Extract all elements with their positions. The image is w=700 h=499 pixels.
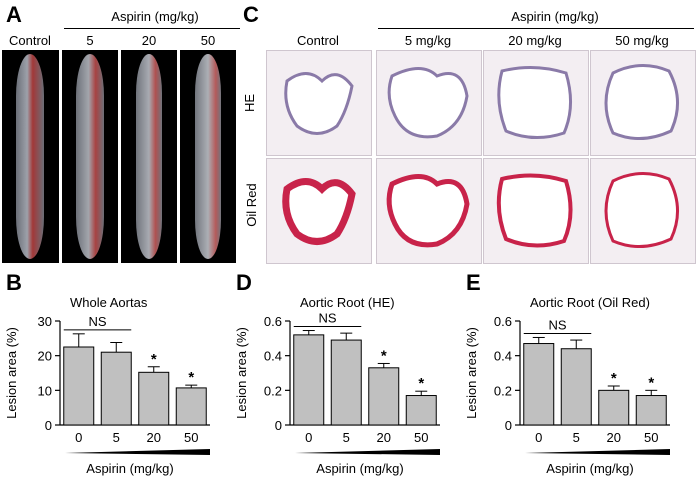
c0-x-tick-label-0: 0 [75,430,82,445]
c2-x-axis-label: Aspirin (mg/kg) [546,461,633,476]
c0-y-tick-label: 0 [45,418,52,433]
c2-chart-title: Aortic Root (Oil Red) [530,295,650,310]
c0-bar-5 [100,351,132,426]
c1-ns-label: NS [318,311,336,326]
c0-bar-0 [63,346,95,426]
c1-significance-star-50: * [418,375,424,392]
c2-significance-star-20: * [611,370,617,387]
c1-y-tick-label: 0.6 [264,314,282,329]
c1-bar-0 [293,334,325,426]
c2-y-tick-label: 0.4 [494,349,512,364]
c0-chart-title: Whole Aortas [70,295,148,310]
c0-significance-star-50: * [188,369,194,386]
c2-x-tick-label-20: 20 [607,430,621,445]
c2-x-tick-label-0: 0 [535,430,542,445]
histology-he-50 [590,50,696,156]
panel-a-header-line [64,28,240,29]
c1-x-axis-label: Aspirin (mg/kg) [316,461,403,476]
c0-y-tick-label: 10 [38,383,52,398]
c2-x-tick-label-5: 5 [573,430,580,445]
histology-oilred-20 [483,158,589,264]
panel-c-row-he: HE [242,93,257,113]
panel-letter-d: D [236,270,252,295]
panel-a-col-20: 20 [141,33,157,48]
c0-x-tick-label-5: 5 [113,430,120,445]
c1-x-tick-label-5: 5 [343,430,350,445]
c2-significance-star-50: * [648,374,654,391]
c0-dose-wedge [65,449,210,455]
panel-c-col-control: Control [297,33,339,48]
c1-bar-20 [368,367,400,426]
panel-c-col-50: 50 mg/kg [615,33,669,48]
panel-a-col-control: Control [9,33,51,48]
c1-bar-5 [330,339,362,426]
aorta-photo-20 [121,50,177,263]
c0-y-axis-label: Lesion area (%) [4,327,19,419]
c1-x-tick-label-20: 20 [377,430,391,445]
c1-x-tick-label-50: 50 [414,430,428,445]
chart-whole-aortas: Whole Aortas Lesion area (%) 0 10 20 30 0 5 20 * 5… [4,295,210,476]
panel-letter-a: A [6,2,22,27]
c2-y-tick-label: 0.2 [494,383,512,398]
panel-c-col-20: 20 mg/kg [508,33,562,48]
histology-oilred-5 [376,158,482,264]
c0-bar-50 [175,387,207,426]
aorta-photo-control [2,50,59,263]
panel-c-row-oilred: Oil Red [244,183,259,227]
c1-dose-wedge [295,449,440,455]
c0-bar-20 [138,371,170,426]
histology-oilred-50 [590,158,696,264]
c0-significance-star-20: * [151,351,157,368]
c1-significance-star-20: * [381,347,387,364]
c1-y-tick-label: 0 [275,418,282,433]
aorta-photo-5 [62,50,118,263]
panel-c-header: Aspirin (mg/kg) [511,9,599,24]
c1-y-tick-label: 0.2 [264,383,282,398]
c0-x-tick-label-50: 50 [184,430,198,445]
c1-bar-50 [405,395,437,426]
panel-c-col-5: 5 mg/kg [404,33,452,48]
histology-he-control [266,50,372,156]
c2-bar-5 [560,348,592,426]
chart-aortic-root-oilred: Aortic Root (Oil Red) Lesion area (%) 0 0.2… [464,295,670,476]
c2-bar-50 [635,395,667,426]
c1-x-tick-label-0: 0 [305,430,312,445]
c2-bar-0 [523,343,555,426]
panel-letter-c: C [243,2,259,27]
c2-y-tick-label: 0 [505,418,512,433]
c1-y-axis-label: Lesion area (%) [234,327,249,419]
c0-y-tick-label: 20 [38,349,52,364]
panel-c-header-line [378,28,694,29]
panel-a-col-5: 5 [86,33,94,48]
c2-y-axis-label: Lesion area (%) [464,327,479,419]
c1-y-tick-label: 0.4 [264,349,282,364]
c2-bar-20 [598,389,630,426]
panel-a-col-50: 50 [200,33,216,48]
panel-a-header: Aspirin (mg/kg) [111,9,199,24]
histology-he-5 [376,50,482,156]
c1-chart-title: Aortic Root (HE) [300,295,395,310]
c0-ns-label: NS [88,314,106,329]
panel-letter-e: E [466,270,481,295]
c2-ns-label: NS [548,317,566,332]
c2-y-tick-label: 0.6 [494,314,512,329]
chart-aortic-root-he: Aortic Root (HE) Lesion area (%) 0 0.2 0.4 0.… [234,295,440,476]
c0-y-tick-label: 30 [38,314,52,329]
panel-letter-b: B [6,270,22,295]
c2-dose-wedge [525,449,670,455]
c0-x-axis-label: Aspirin (mg/kg) [86,461,173,476]
histology-oilred-control [266,158,372,264]
c0-x-tick-label-20: 20 [147,430,161,445]
c2-x-tick-label-50: 50 [644,430,658,445]
histology-he-20 [483,50,589,156]
aorta-photo-50 [180,50,236,263]
